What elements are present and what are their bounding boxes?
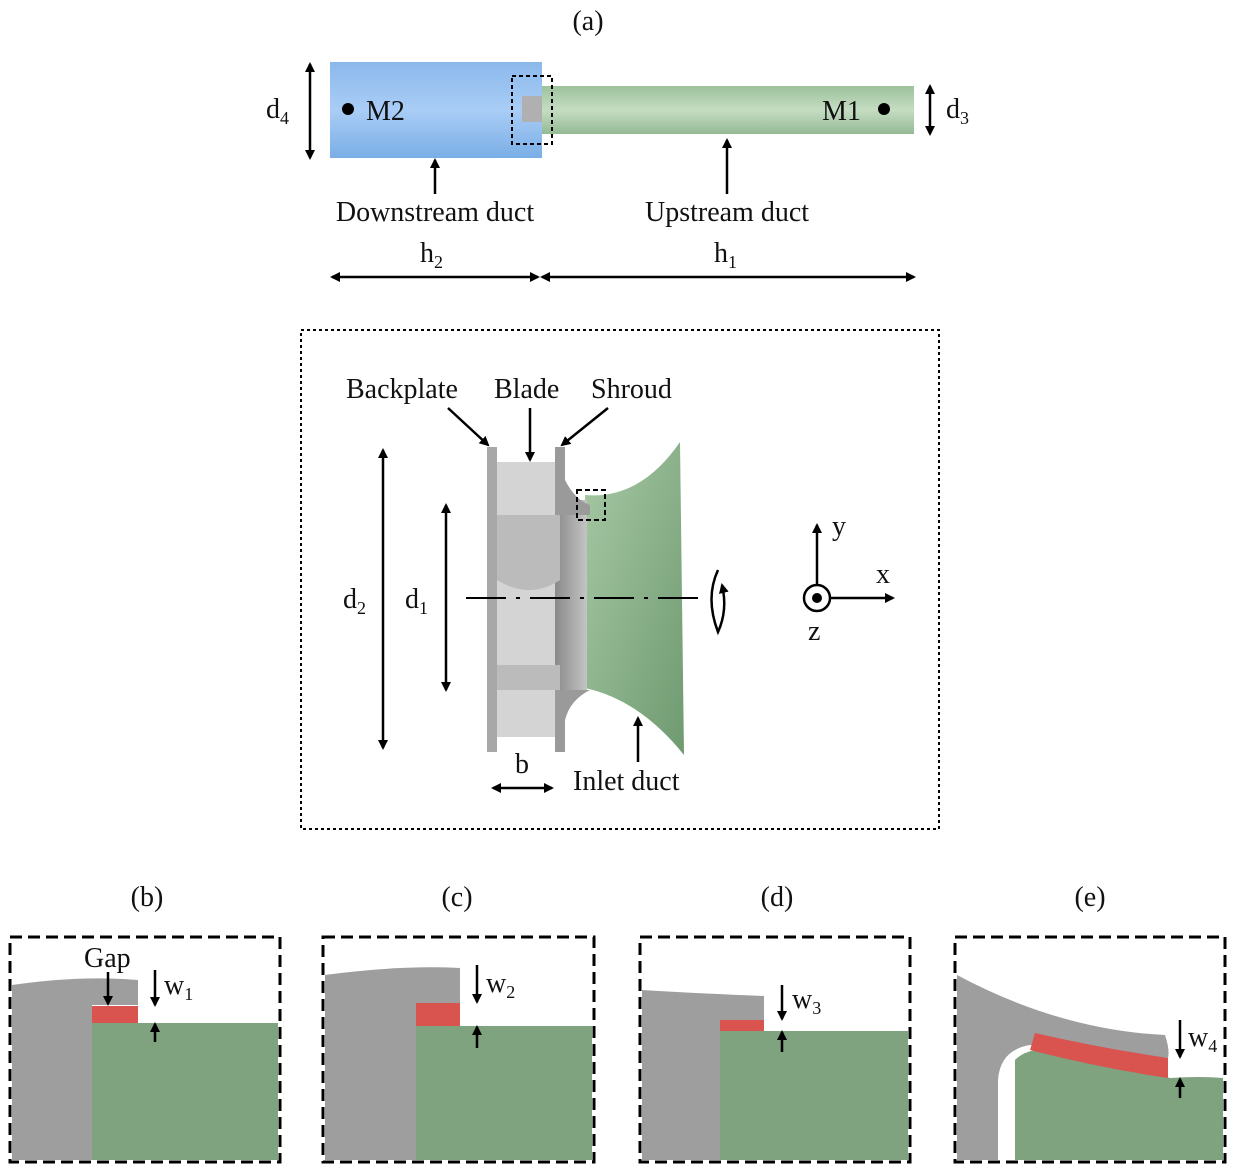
dim-sub: 3 (960, 108, 969, 128)
dim-label: w2 (486, 968, 515, 1002)
downstream-duct (330, 62, 542, 158)
dim-label: h2 (420, 238, 443, 272)
detail-e: (e) w4 (955, 882, 1225, 1162)
detail-d: (d) w3 (640, 882, 910, 1162)
axis-label: z (808, 616, 820, 647)
dim-sub: 2 (434, 252, 443, 272)
gap (416, 1003, 460, 1026)
inlet-section (416, 1026, 592, 1160)
rotation-arrow (712, 570, 725, 632)
point-m2 (342, 103, 354, 115)
gap-label: Gap (84, 943, 131, 974)
dim-base: d (266, 94, 280, 125)
point-label: M2 (366, 96, 405, 127)
dim-sub: 3 (812, 998, 821, 1018)
dim-label: d3 (946, 94, 969, 128)
dim-label: d4 (266, 94, 289, 128)
panel-label: (d) (761, 882, 794, 913)
dim-sub: 1 (728, 252, 737, 272)
blades (497, 462, 555, 737)
dim-base: w (792, 984, 813, 1015)
part-label: Blade (494, 374, 559, 405)
z-axis-dot (812, 593, 822, 603)
dim-sub: 1 (184, 984, 193, 1004)
gap (92, 1006, 138, 1023)
dim-label: d1 (405, 584, 428, 618)
dim-sub: 2 (506, 982, 515, 1002)
dim-base: w (1188, 1022, 1209, 1053)
dim-base: h (420, 238, 434, 269)
point-m1 (878, 103, 890, 115)
part-label: Shroud (591, 374, 672, 405)
panel-a: (a) M2 M1 d4 d3 Downstream duct Upstream… (266, 6, 969, 277)
dim-sub: 2 (357, 598, 366, 618)
dim-sub: 1 (419, 598, 428, 618)
panel-label: (e) (1074, 882, 1105, 913)
dim-label: h1 (714, 238, 737, 272)
inlet-section (720, 1031, 908, 1160)
duct-label: Upstream duct (645, 197, 809, 228)
dim-base: w (486, 968, 507, 999)
dim-label: w4 (1188, 1022, 1217, 1056)
detail-b: (b) Gap w1 (10, 882, 280, 1162)
dim-label: d2 (343, 584, 366, 618)
impeller-icon (522, 96, 542, 122)
part-label: Inlet duct (573, 766, 680, 797)
figure: (a) M2 M1 d4 d3 Downstream duct Upstream… (0, 0, 1235, 1164)
inlet-section (92, 1023, 278, 1160)
panel-label: (b) (131, 882, 164, 913)
duct-label: Downstream duct (336, 197, 535, 228)
point-label: M1 (822, 96, 861, 127)
panel-label: (c) (441, 882, 472, 913)
dim-base: d (405, 584, 419, 615)
dim-base: d (343, 584, 357, 615)
dim-base: h (714, 238, 728, 269)
dim-label: w1 (164, 970, 193, 1004)
impeller-panel: Backplate Blade Shroud d2 d1 b Inlet duc… (301, 330, 939, 829)
dim-sub: 4 (280, 108, 289, 128)
pointer-arrow (448, 408, 488, 445)
axis-label: x (876, 559, 890, 590)
gap (720, 1020, 764, 1031)
dim-base: d (946, 94, 960, 125)
pointer-arrow (562, 408, 608, 445)
dim-base: w (164, 970, 185, 1001)
dim-label: w3 (792, 984, 821, 1018)
dim-label: b (515, 749, 529, 780)
backplate (487, 447, 497, 752)
panel-label: (a) (572, 6, 603, 37)
axis-label: y (832, 511, 846, 542)
part-label: Backplate (346, 374, 458, 405)
dim-sub: 4 (1208, 1036, 1217, 1056)
detail-c: (c) w2 (323, 882, 594, 1162)
